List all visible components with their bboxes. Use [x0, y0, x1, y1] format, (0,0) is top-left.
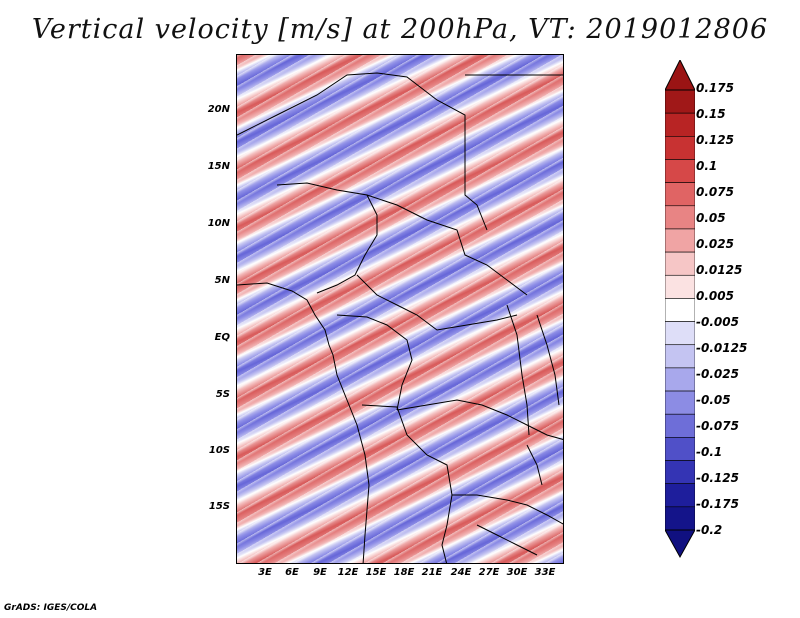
- lat-tick-10s: 10S: [208, 445, 230, 456]
- lat-tick-20n: 20N: [207, 104, 230, 115]
- colorbar-swatch: [665, 182, 695, 207]
- colorbar-label-7: 0.025: [696, 237, 734, 251]
- colorbar-label-12: -0.025: [696, 367, 739, 381]
- colorbar-label-15: -0.1: [696, 445, 723, 459]
- map-panel: [236, 54, 564, 564]
- country-borders: [237, 72, 563, 563]
- colorbar-swatch: [665, 251, 695, 276]
- colorbar-swatch: [665, 344, 695, 369]
- lat-tick-10n: 10N: [207, 218, 230, 229]
- colorbar-label-9: 0.005: [696, 289, 734, 303]
- lon-tick-30e: 30E: [506, 567, 528, 578]
- lon-tick-18e: 18E: [393, 567, 415, 578]
- colorbar-swatch: [665, 460, 695, 484]
- chart-title: Vertical velocity [m/s] at 200hPa, VT: 2…: [31, 14, 769, 45]
- colorbar-swatch: [665, 483, 695, 508]
- colorbar-label-1: 0.175: [696, 81, 734, 95]
- colorbar-label-10: -0.005: [696, 315, 739, 329]
- colorbar-swatch: [665, 390, 695, 415]
- colorbar-label-3: 0.125: [696, 133, 734, 147]
- lon-tick-21e: 21E: [421, 567, 443, 578]
- colorbar-swatch: [665, 228, 695, 253]
- colorbar-label-11: -0.0125: [696, 341, 748, 355]
- colorbar: [665, 60, 695, 559]
- colorbar-swatch: [665, 159, 695, 183]
- colorbar-swatch: [665, 274, 695, 299]
- lat-tick-15s: 15S: [208, 501, 230, 512]
- colorbar-swatch: [665, 413, 695, 438]
- colorbar-label-17: -0.175: [696, 497, 739, 511]
- colorbar-swatch: [665, 112, 695, 137]
- colorbar-bottom-arrow: [665, 529, 695, 559]
- colorbar-swatch: [665, 437, 695, 461]
- colorbar-label-6: 0.05: [696, 211, 726, 225]
- colorbar-label-13: -0.05: [696, 393, 731, 407]
- lon-tick-24e: 24E: [450, 567, 472, 578]
- colorbar-swatch: [665, 367, 695, 392]
- lon-tick-3e: 3E: [258, 567, 272, 578]
- colorbar-swatch: [665, 321, 695, 346]
- lon-tick-12e: 12E: [337, 567, 359, 578]
- lat-tick-5n: 5N: [214, 275, 230, 286]
- colorbar-swatch: [665, 205, 695, 230]
- colorbar-swatch: [665, 506, 695, 531]
- colorbar-label-5: 0.075: [696, 185, 734, 199]
- lat-tick-5s: 5S: [215, 389, 230, 400]
- lat-tick-eq: EQ: [214, 332, 230, 343]
- colorbar-label-4: 0.1: [696, 159, 718, 173]
- colorbar-label-14: -0.075: [696, 419, 739, 433]
- lon-tick-27e: 27E: [478, 567, 500, 578]
- colorbar-label-18: -0.2: [696, 523, 723, 537]
- lon-tick-9e: 9E: [313, 567, 327, 578]
- lon-tick-33e: 33E: [534, 567, 556, 578]
- colorbar-swatch: [665, 298, 695, 322]
- footer-credit: GrADS: IGES/COLA: [4, 603, 98, 613]
- colorbar-top-arrow: [665, 60, 695, 91]
- colorbar-swatch: [665, 136, 695, 160]
- lon-tick-6e: 6E: [285, 567, 299, 578]
- lat-tick-15n: 15N: [207, 161, 230, 172]
- colorbar-label-2: 0.15: [696, 107, 726, 121]
- colorbar-swatch: [665, 89, 695, 114]
- colorbar-label-16: -0.125: [696, 471, 739, 485]
- lon-tick-15e: 15E: [365, 567, 387, 578]
- colorbar-label-8: 0.0125: [696, 263, 743, 277]
